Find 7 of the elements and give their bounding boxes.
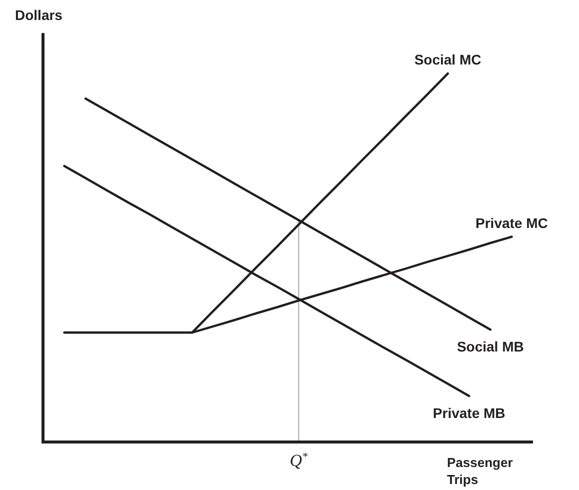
- text: Q$^{*}$: [290, 451, 308, 470]
- y-axis-title: Dollars: [15, 7, 63, 23]
- series-label: Social MC: [414, 52, 482, 68]
- x-axis-title: Passenger Trips: [447, 455, 513, 487]
- series-label: Social MB: [456, 338, 524, 355]
- series-label: Private MC: [476, 214, 548, 231]
- series-label: Private MB: [432, 404, 506, 421]
